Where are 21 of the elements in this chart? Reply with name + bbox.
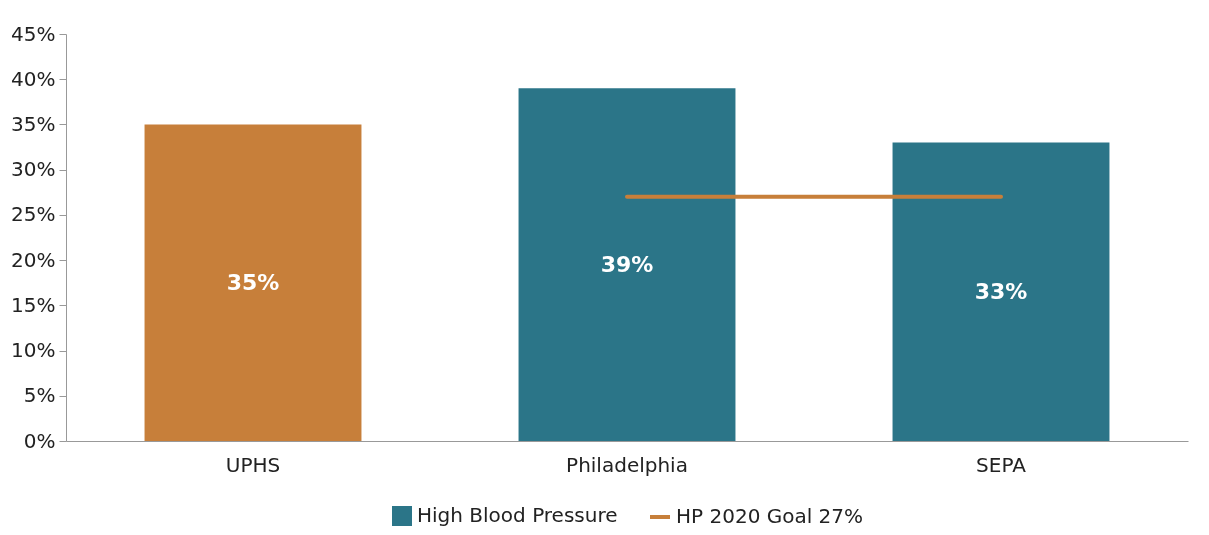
- y-tick-label: 15%: [11, 292, 56, 317]
- x-tick-label: UPHS: [225, 452, 281, 477]
- y-tick-label: 45%: [11, 21, 56, 46]
- y-tick-label: 0%: [23, 428, 56, 453]
- x-tick-label: Philadelphia: [566, 452, 688, 477]
- data-label: 35%: [226, 269, 280, 295]
- legend-label: HP 2020 Goal 27%: [676, 504, 864, 528]
- legend-label: High Blood Pressure: [417, 503, 618, 527]
- y-tick-label: 30%: [11, 157, 56, 182]
- data-label: 39%: [600, 251, 654, 277]
- bar: [892, 142, 1110, 441]
- y-tick-label: 20%: [11, 247, 56, 272]
- y-tick-label: 35%: [11, 111, 56, 136]
- y-tick-label: 25%: [11, 202, 56, 227]
- x-tick-label: SEPA: [976, 452, 1027, 477]
- bar: [144, 124, 362, 441]
- y-tick-label: 40%: [11, 66, 56, 91]
- bar: [518, 88, 736, 441]
- data-label: 33%: [974, 278, 1028, 304]
- y-tick-label: 5%: [23, 383, 56, 408]
- y-tick-label: 10%: [11, 338, 56, 363]
